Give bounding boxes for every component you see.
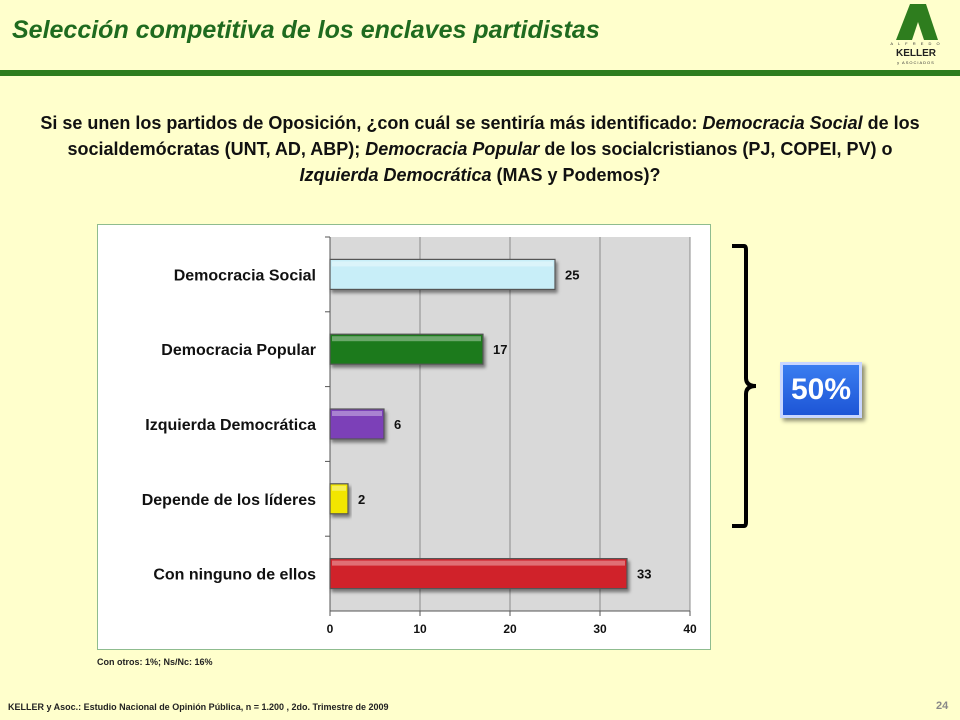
category-label: Izquierda Democrática: [145, 417, 316, 434]
chart-panel: 0 10 20 30 40 Democracia Social 25 Democracia P…: [97, 224, 711, 650]
logo-top-text: A L F R E D O: [890, 41, 942, 46]
bar-highlight: [332, 336, 481, 342]
question-party-name: Izquierda Democrática: [299, 165, 492, 185]
title-rule: [0, 70, 960, 76]
bar: [329, 483, 349, 515]
logo-bottom-text: y ASOCIADOS: [897, 60, 935, 65]
page-number: 24: [936, 700, 949, 712]
bar-highlight: [332, 411, 382, 416]
category-label: Depende de los líderes: [142, 492, 316, 509]
bar: [329, 258, 556, 291]
logo-name: KELLER: [896, 48, 936, 59]
company-logo: A L F R E D O KELLER y ASOCIADOS: [888, 4, 948, 68]
slide-title: Selección competitiva de los enclaves pa…: [12, 16, 600, 44]
category-label: Democracia Social: [174, 267, 316, 284]
bar-highlight: [332, 560, 625, 566]
total-badge: 50%: [780, 362, 862, 418]
question-party-name: Democracia Social: [702, 113, 863, 133]
category-label: Con ninguno de ellos: [153, 567, 316, 584]
bar-chart: 0 10 20 30 40 Democracia Social 25 Democracia P…: [142, 236, 697, 636]
x-tick-label: 0: [327, 622, 334, 636]
x-tick-label: 10: [413, 622, 427, 636]
value-label: 33: [637, 567, 651, 582]
bar: [329, 558, 628, 590]
logo-k-icon: [896, 4, 938, 40]
value-label: 6: [394, 417, 401, 432]
value-label: 2: [358, 492, 365, 507]
category-label: Democracia Popular: [161, 342, 316, 359]
bar-highlight: [332, 261, 553, 267]
survey-question: Si se unen los partidos de Oposición, ¿c…: [40, 113, 920, 185]
bar: [329, 333, 484, 365]
value-label: 17: [493, 342, 507, 357]
bar-highlight: [332, 485, 346, 491]
source-note: KELLER y Asoc.: Estudio Nacional de Opin…: [8, 702, 389, 712]
bracket-icon: [732, 244, 757, 528]
x-tick-label: 20: [503, 622, 517, 636]
x-tick-label: 30: [593, 622, 607, 636]
chart-footnote: Con otros: 1%; Ns/Nc: 16%: [97, 657, 213, 667]
value-label: 25: [565, 267, 579, 282]
question-party-name: Democracia Popular: [365, 139, 540, 159]
bar: [329, 408, 385, 440]
x-tick-label: 40: [683, 622, 697, 636]
